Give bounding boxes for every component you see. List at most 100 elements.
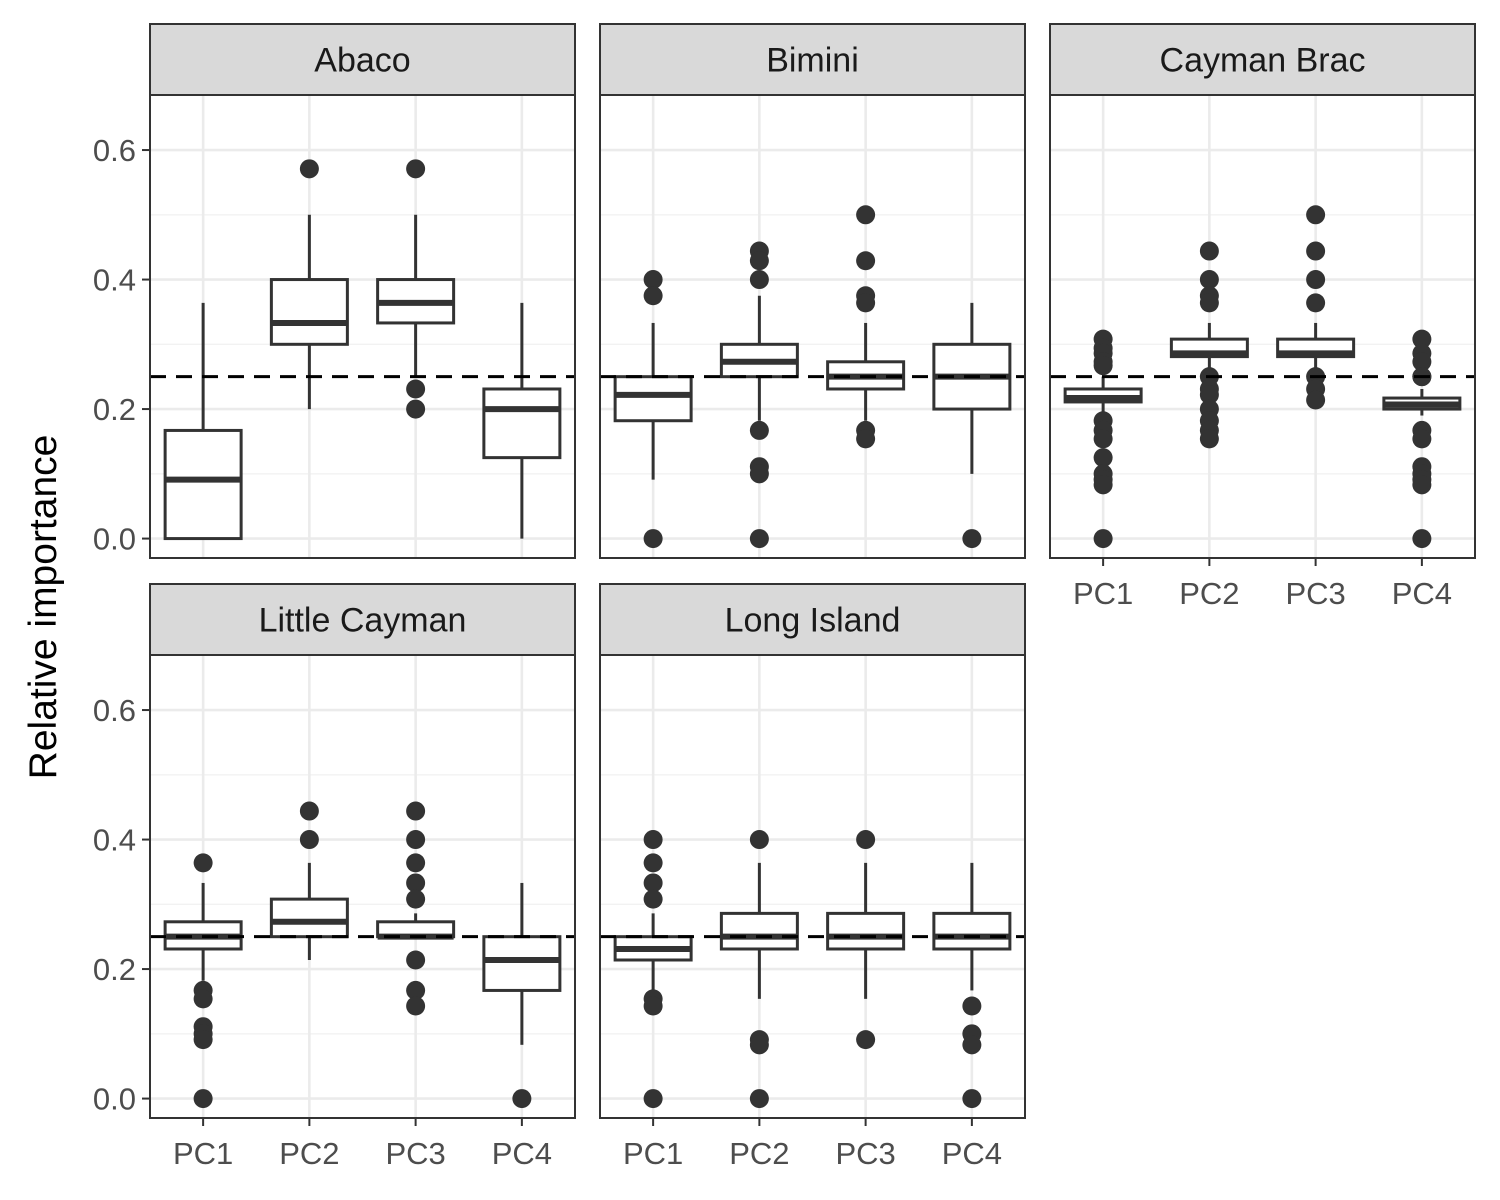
x-tick-label: PC2	[279, 1136, 339, 1171]
facet-strip-title: Abaco	[314, 42, 410, 80]
facet-panel: Bimini	[599, 23, 1026, 559]
boxplot-pc3	[1276, 205, 1356, 410]
outlier-point	[1093, 448, 1113, 468]
iqr-box	[269, 897, 349, 939]
x-tick-label: PC2	[1179, 576, 1239, 611]
outlier-point	[193, 989, 213, 1009]
boxplot-pc1	[1063, 329, 1143, 549]
outlier-point	[643, 1089, 663, 1109]
outlier-point	[856, 205, 876, 225]
x-tick-label: PC1	[173, 1136, 233, 1171]
outlier-point	[1199, 293, 1219, 313]
outlier-point	[643, 889, 663, 909]
outlier-point	[749, 529, 769, 549]
facet-panel: Long Island PC1 PC2 PC3 PC4	[599, 583, 1026, 1171]
y-tick-label: 0.4	[93, 263, 136, 298]
boxplot-pc1	[613, 270, 693, 549]
panel-background	[150, 655, 575, 1118]
x-tick-label: PC3	[835, 1136, 895, 1171]
y-tick-label: 0.2	[93, 952, 136, 987]
facet-strip-title: Cayman Brac	[1160, 42, 1366, 80]
outlier-point	[193, 853, 213, 873]
facet-strip-title: Long Island	[725, 602, 901, 640]
x-tick-label: PC2	[729, 1136, 789, 1171]
outlier-point	[299, 159, 319, 179]
iqr-box	[163, 428, 243, 541]
iqr-box	[482, 935, 562, 992]
outlier-point	[406, 873, 426, 893]
outlier-point	[643, 270, 663, 290]
boxplot-pc1	[613, 830, 693, 1109]
x-tick-label: PC4	[1392, 576, 1452, 611]
x-tick-label: PC4	[942, 1136, 1002, 1171]
outlier-point	[1199, 270, 1219, 290]
outlier-point	[299, 801, 319, 821]
outlier-point	[749, 420, 769, 440]
panel-background	[600, 655, 1025, 1118]
iqr-box	[482, 387, 562, 460]
outlier-point	[1093, 429, 1113, 449]
outlier-point	[962, 529, 982, 549]
outlier-point	[749, 830, 769, 850]
outlier-point	[406, 980, 426, 1000]
boxplot-pc3	[826, 830, 906, 1050]
outlier-point	[856, 293, 876, 313]
outlier-point	[406, 399, 426, 419]
boxplot-pc2	[719, 241, 799, 549]
y-axis-title: Relative importance	[22, 435, 65, 780]
panel-border	[599, 654, 1026, 1119]
outlier-point	[1412, 529, 1432, 549]
outlier-point	[749, 1089, 769, 1109]
iqr-box	[269, 278, 349, 346]
outlier-point	[962, 1089, 982, 1109]
boxplot-pc2	[719, 830, 799, 1109]
outlier-point	[512, 1089, 532, 1109]
outlier-point	[299, 830, 319, 850]
outlier-point	[406, 950, 426, 970]
facet-strip-title: Little Cayman	[259, 602, 467, 640]
y-tick-label: 0.4	[93, 823, 136, 858]
outlier-point	[643, 873, 663, 893]
facet-panel: Cayman Brac PC1 PC2 PC3 PC4	[1049, 23, 1476, 611]
y-tick-label: 0.2	[93, 392, 136, 427]
outlier-point	[856, 251, 876, 271]
x-tick-label: PC4	[492, 1136, 552, 1171]
outlier-point	[643, 853, 663, 873]
y-tick-label: 0.6	[93, 693, 136, 728]
outlier-point	[643, 996, 663, 1016]
outlier-point	[1199, 241, 1219, 261]
outlier-point	[1199, 385, 1219, 405]
outlier-point	[1306, 205, 1326, 225]
boxplot-pc3	[376, 159, 456, 419]
outlier-point	[856, 830, 876, 850]
boxplot-pc3	[376, 801, 456, 1016]
outlier-point	[406, 853, 426, 873]
y-tick-label: 0.6	[93, 133, 136, 168]
x-tick-label: PC3	[385, 1136, 445, 1171]
outlier-point	[1093, 356, 1113, 376]
y-tick-label: 0.0	[93, 522, 136, 557]
outlier-point	[406, 830, 426, 850]
outlier-point	[962, 1035, 982, 1055]
facet-panel: Abaco 0.0 0.2 0.4 0.6	[93, 23, 576, 559]
panel-border	[599, 94, 1026, 559]
outlier-point	[749, 464, 769, 484]
facet-strip	[599, 583, 1026, 656]
x-tick-label: PC3	[1285, 576, 1345, 611]
facet-strip-title: Bimini	[766, 42, 859, 80]
outlier-point	[749, 1035, 769, 1055]
outlier-point	[406, 801, 426, 821]
outlier-point	[1093, 475, 1113, 495]
outlier-point	[1306, 241, 1326, 261]
outlier-point	[643, 529, 663, 549]
facet-panels: Abaco 0.0 0.2 0.4 0.6 Bimini Cayman Brac PC1 PC2…	[93, 23, 1476, 1171]
y-tick-label: 0.0	[93, 1082, 136, 1117]
outlier-point	[1093, 529, 1113, 549]
outlier-point	[1412, 475, 1432, 495]
panel-background	[600, 95, 1025, 558]
outlier-point	[1306, 270, 1326, 290]
boxplot-pc1	[163, 302, 243, 541]
x-tick-label: PC1	[623, 1136, 683, 1171]
iqr-box	[719, 911, 799, 951]
